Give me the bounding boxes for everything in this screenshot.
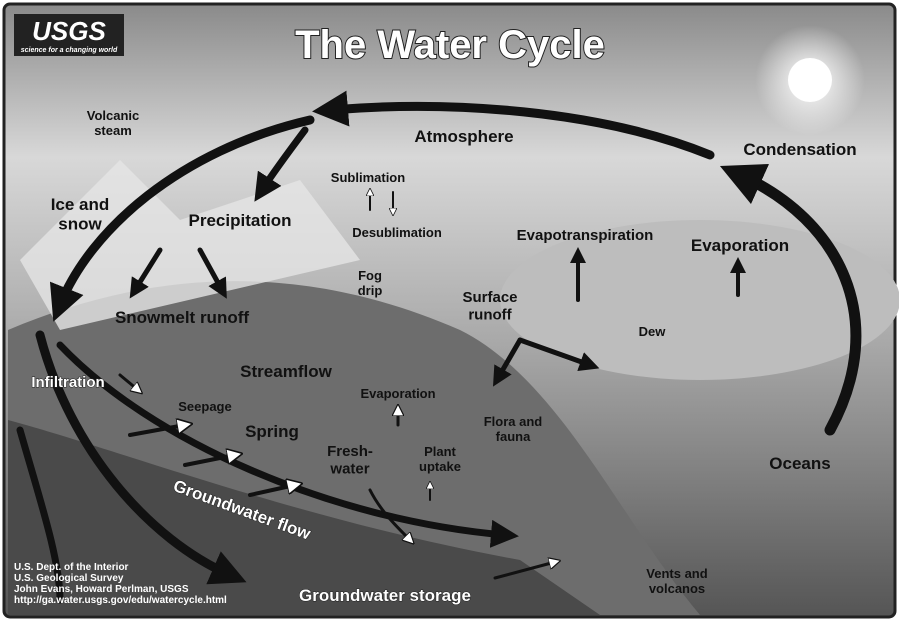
label-line: Seepage xyxy=(178,399,231,414)
credit-line: http://ga.water.usgs.gov/edu/watercycle.… xyxy=(14,595,227,606)
label-line: steam xyxy=(94,123,132,138)
credit-line: U.S. Dept. of the Interior xyxy=(14,562,129,573)
label-line: Evaporation xyxy=(691,236,789,255)
label-line: uptake xyxy=(419,459,461,474)
label-line: Ice and xyxy=(51,195,110,214)
label-line: Sublimation xyxy=(331,170,405,185)
label: Seepage xyxy=(178,399,231,414)
label: Evapotranspiration xyxy=(517,227,654,244)
label: Sublimation xyxy=(331,170,405,185)
credit-line: John Evans, Howard Perlman, USGS xyxy=(14,584,189,595)
label-line: Plant xyxy=(424,444,456,459)
credit-line: U.S. Geological Survey xyxy=(14,573,124,584)
label-line: Atmosphere xyxy=(414,127,513,146)
label: Dew xyxy=(639,324,667,339)
label-line: Desublimation xyxy=(352,225,442,240)
label-line: drip xyxy=(358,283,383,298)
label: Precipitation xyxy=(189,211,292,230)
label: Oceans xyxy=(769,454,830,473)
label: Condensation xyxy=(743,140,856,159)
label-line: fauna xyxy=(496,429,531,444)
logo: USGS xyxy=(32,16,106,46)
label-line: Flora and xyxy=(484,414,543,429)
water-cycle-diagram: USGS science for a changing world The Wa… xyxy=(0,0,899,621)
title: The Water Cycle xyxy=(295,23,605,67)
label-line: Vents and xyxy=(646,566,707,581)
label: Snowmelt runoff xyxy=(115,308,249,327)
label-line: water xyxy=(329,460,369,477)
label-line: runoff xyxy=(468,306,512,323)
label-line: Oceans xyxy=(769,454,830,473)
label-line: Condensation xyxy=(743,140,856,159)
label-line: Snowmelt runoff xyxy=(115,308,249,327)
label: Atmosphere xyxy=(414,127,513,146)
label-line: Fresh- xyxy=(327,443,373,460)
label: Desublimation xyxy=(352,225,442,240)
label: Evaporation xyxy=(360,386,435,401)
label: Infiltration xyxy=(31,374,104,391)
label: Streamflow xyxy=(240,362,332,381)
label-line: snow xyxy=(58,215,102,234)
label-line: Dew xyxy=(639,324,667,339)
tagline: science for a changing world xyxy=(21,47,118,54)
sun-core xyxy=(788,58,832,102)
label: Fresh-water xyxy=(327,443,373,477)
label-line: Fog xyxy=(358,268,382,283)
label-line: Streamflow xyxy=(240,362,332,381)
label-line: Spring xyxy=(245,422,299,441)
label-line: Groundwater storage xyxy=(299,586,471,605)
label: Spring xyxy=(245,422,299,441)
label-line: Evapotranspiration xyxy=(517,227,654,244)
label-line: Infiltration xyxy=(31,374,104,391)
label-line: Surface xyxy=(462,289,517,306)
label-line: volcanos xyxy=(649,581,705,596)
label: Evaporation xyxy=(691,236,789,255)
label-line: Volcanic xyxy=(87,108,140,123)
label-line: Evaporation xyxy=(360,386,435,401)
label-line: Precipitation xyxy=(189,211,292,230)
label: Groundwater storage xyxy=(299,586,471,605)
